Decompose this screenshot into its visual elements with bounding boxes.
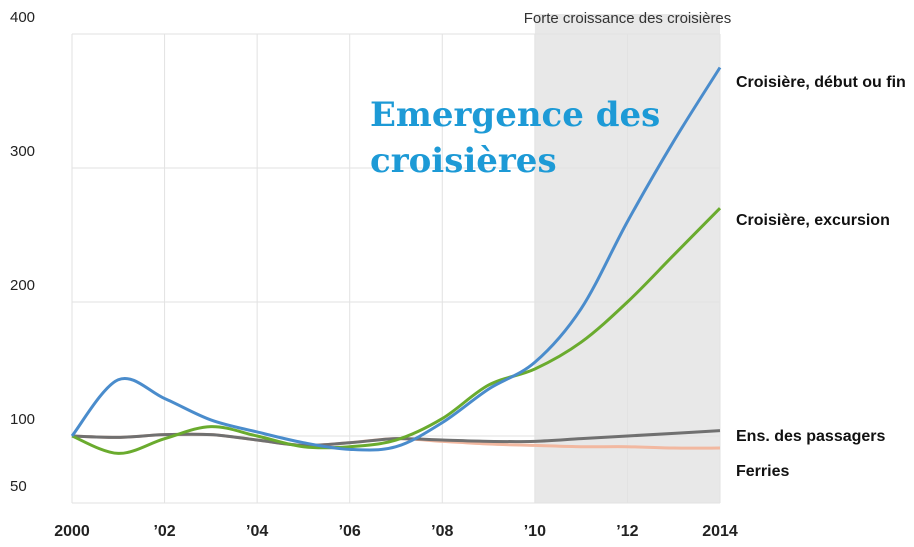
series-label: Croisière, début ou fin (736, 74, 906, 91)
overlay-annotation: Emergence des croisières (370, 95, 661, 181)
y-tick-label: 200 (10, 277, 35, 294)
x-tick-label: ’08 (431, 523, 453, 540)
series-label: Ferries (736, 463, 790, 480)
series-label: Ens. des passagers (736, 428, 886, 445)
x-tick-label: 2000 (54, 523, 90, 540)
x-tick-label: ’12 (616, 523, 638, 540)
shade-annotation: Forte croissance des croisières (523, 10, 732, 27)
y-tick-label: 400 (10, 9, 35, 26)
y-tick-label: 300 (10, 143, 35, 160)
y-tick-label: 100 (10, 411, 35, 428)
series-label: Croisière, excursion (736, 212, 890, 229)
x-tick-label: ’06 (339, 523, 361, 540)
x-tick-label: ’04 (246, 523, 268, 540)
y-tick-label: 50 (10, 478, 27, 495)
series-line (70, 66, 722, 452)
x-tick-label: ’10 (524, 523, 546, 540)
series-line (71, 207, 722, 455)
x-tick-label: 2014 (702, 523, 738, 540)
x-tick-label: ’02 (153, 523, 175, 540)
